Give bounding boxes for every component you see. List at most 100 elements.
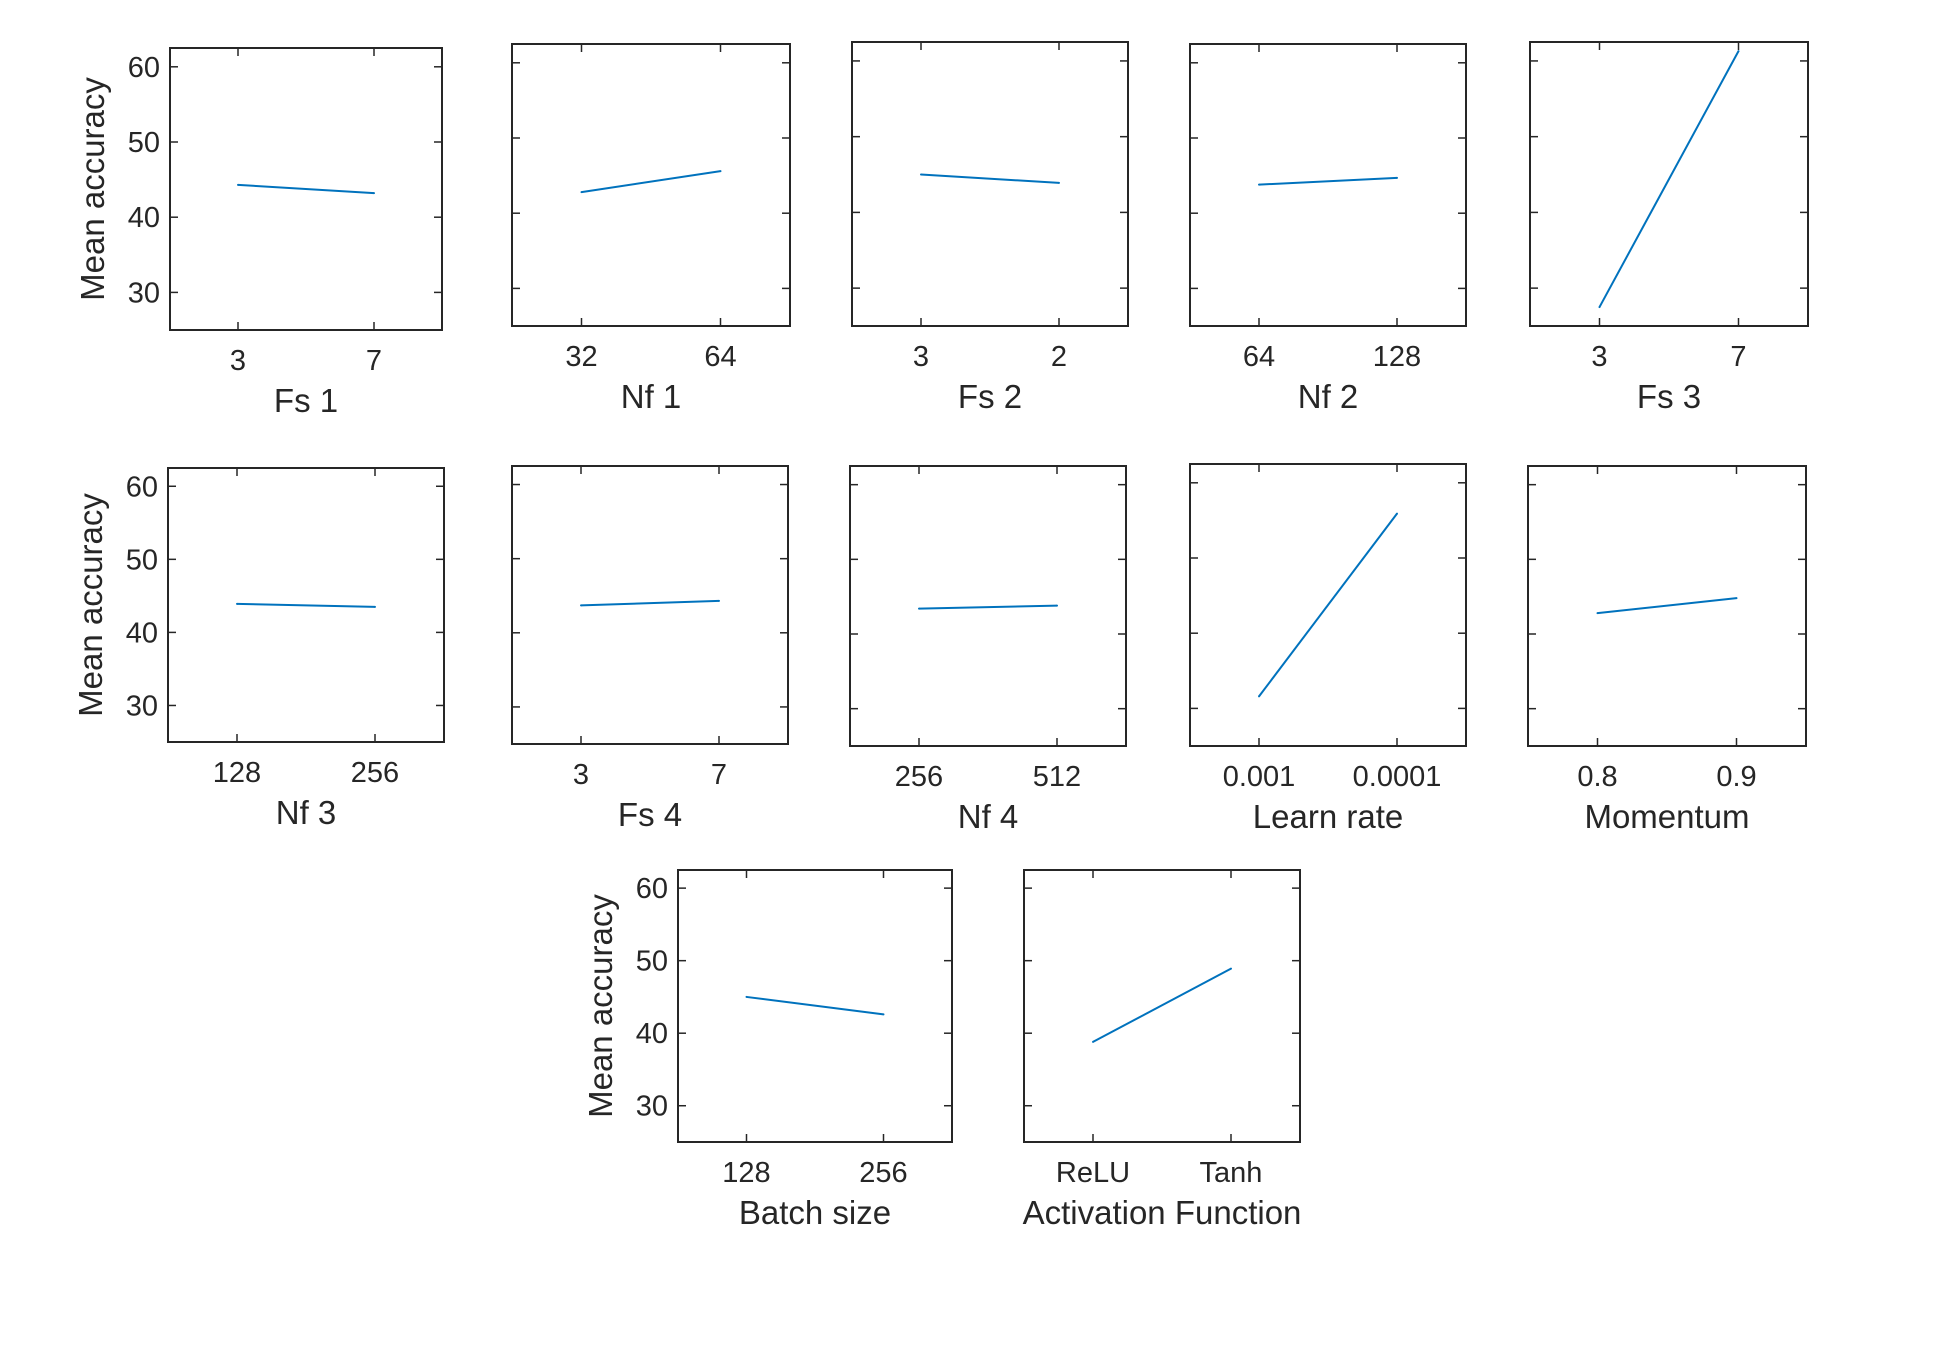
x-axis-label: Fs 1 bbox=[274, 382, 338, 419]
panel-6: 30 40 50 60 128 256 Nf 3 Mean accuracy bbox=[72, 467, 445, 831]
axes-box bbox=[1023, 869, 1301, 1143]
x-axis-label: Activation Function bbox=[1023, 1194, 1302, 1231]
series-line bbox=[746, 995, 884, 1016]
data-point bbox=[920, 173, 922, 176]
x-tick-label: 256 bbox=[859, 1157, 907, 1189]
panel-11: 30 40 50 60 128 256 Batch size Mean accuracy bbox=[582, 869, 953, 1231]
data-point bbox=[1396, 176, 1398, 179]
axes-box bbox=[851, 41, 1129, 327]
y-tick-label: 50 bbox=[126, 544, 158, 576]
x-axis-label: Fs 3 bbox=[1637, 378, 1701, 415]
series-line bbox=[581, 170, 721, 194]
panel-4: 64 128 Nf 2 bbox=[1189, 43, 1467, 415]
x-axis-label: Learn rate bbox=[1253, 798, 1403, 835]
y-tick-label: 60 bbox=[636, 873, 668, 905]
x-axis-label: Fs 4 bbox=[618, 796, 682, 833]
y-tick-label: 60 bbox=[128, 52, 160, 84]
data-point bbox=[745, 995, 748, 998]
data-point bbox=[1058, 181, 1060, 184]
y-axis-label: Mean accuracy bbox=[72, 493, 109, 717]
panel-7: 3 7 Fs 4 bbox=[511, 465, 789, 833]
y-tick-label: 30 bbox=[128, 277, 160, 309]
x-tick-label: 7 bbox=[1730, 341, 1746, 373]
data-point bbox=[373, 192, 375, 195]
series-line bbox=[1258, 513, 1398, 697]
x-tick-label: 3 bbox=[1591, 341, 1607, 373]
data-point bbox=[237, 183, 239, 186]
axes-box bbox=[677, 869, 953, 1143]
x-tick-label: Tanh bbox=[1200, 1157, 1263, 1189]
y-tick-label: 40 bbox=[126, 617, 158, 649]
data-point bbox=[1596, 612, 1599, 615]
x-tick-label: 256 bbox=[895, 761, 943, 793]
y-tick-label: 50 bbox=[636, 946, 668, 978]
x-axis-label: Nf 4 bbox=[958, 798, 1019, 835]
axes-box bbox=[1189, 43, 1467, 327]
x-tick-label: 64 bbox=[704, 341, 736, 373]
x-tick-label: 2 bbox=[1051, 341, 1067, 373]
y-axis-label: Mean accuracy bbox=[582, 894, 619, 1118]
x-tick-label: ReLU bbox=[1056, 1157, 1130, 1189]
data-point bbox=[236, 602, 238, 605]
y-tick-label: 40 bbox=[128, 202, 160, 234]
data-point bbox=[580, 604, 582, 607]
panel-10: 0.8 0.9 Momentum bbox=[1527, 465, 1807, 835]
panel-8: 256 512 Nf 4 bbox=[849, 465, 1127, 835]
axes-box bbox=[1529, 41, 1809, 327]
data-point bbox=[1598, 306, 1601, 309]
data-point bbox=[1056, 604, 1058, 607]
data-point bbox=[718, 599, 720, 602]
data-point bbox=[1092, 1040, 1094, 1043]
y-tick-label: 50 bbox=[128, 127, 160, 159]
x-tick-label: 0.001 bbox=[1223, 761, 1296, 793]
x-axis-label: Batch size bbox=[739, 1194, 891, 1231]
x-tick-label: 512 bbox=[1033, 761, 1081, 793]
x-tick-label: 0.8 bbox=[1577, 761, 1617, 793]
data-point bbox=[580, 191, 583, 194]
axes-box bbox=[511, 465, 789, 745]
series-line bbox=[1092, 967, 1232, 1043]
x-axis-label: Fs 2 bbox=[958, 378, 1022, 415]
data-point bbox=[1396, 512, 1398, 515]
series-line bbox=[580, 599, 720, 607]
panel-5: 3 7 Fs 3 bbox=[1529, 41, 1809, 415]
axes-box bbox=[167, 467, 445, 743]
panel-3: 3 2 Fs 2 bbox=[851, 41, 1129, 415]
data-point bbox=[1735, 597, 1738, 600]
y-tick-label: 60 bbox=[126, 471, 158, 503]
axes-box bbox=[1189, 463, 1467, 747]
x-tick-label: 128 bbox=[722, 1157, 770, 1189]
y-tick-label: 30 bbox=[126, 690, 158, 722]
axes-box bbox=[511, 43, 791, 327]
axes-box bbox=[169, 47, 443, 331]
y-axis-label: Mean accuracy bbox=[74, 77, 111, 301]
panel-1: 30 40 50 60 3 7 Fs 1 Mean accuracy bbox=[74, 47, 443, 419]
series-line bbox=[1258, 176, 1398, 186]
axes-box bbox=[849, 465, 1127, 747]
series-line bbox=[920, 173, 1060, 184]
x-tick-label: 0.9 bbox=[1716, 761, 1756, 793]
x-tick-label: 128 bbox=[213, 757, 261, 789]
panel-9: 0.001 0.0001 Learn rate bbox=[1189, 463, 1467, 835]
y-tick-label: 40 bbox=[636, 1018, 668, 1050]
axes-box bbox=[1527, 465, 1807, 747]
x-tick-label: 3 bbox=[573, 759, 589, 791]
x-axis-label: Nf 2 bbox=[1298, 378, 1359, 415]
data-point bbox=[1258, 695, 1260, 698]
series-line bbox=[918, 604, 1058, 610]
panel-2: 32 64 Nf 1 bbox=[511, 43, 791, 415]
data-point bbox=[719, 170, 722, 173]
panel-12: ReLU Tanh Activation Function bbox=[1023, 869, 1302, 1231]
x-tick-label: 3 bbox=[230, 345, 246, 377]
series-line bbox=[1598, 50, 1740, 308]
series-line bbox=[236, 602, 376, 608]
x-tick-label: 0.0001 bbox=[1353, 761, 1442, 793]
x-axis-label: Nf 1 bbox=[621, 378, 682, 415]
data-point bbox=[882, 1013, 885, 1016]
x-axis-label: Momentum bbox=[1584, 798, 1749, 835]
x-tick-label: 64 bbox=[1243, 341, 1275, 373]
series-line bbox=[1597, 597, 1737, 615]
data-point bbox=[1258, 183, 1260, 186]
x-tick-label: 3 bbox=[913, 341, 929, 373]
